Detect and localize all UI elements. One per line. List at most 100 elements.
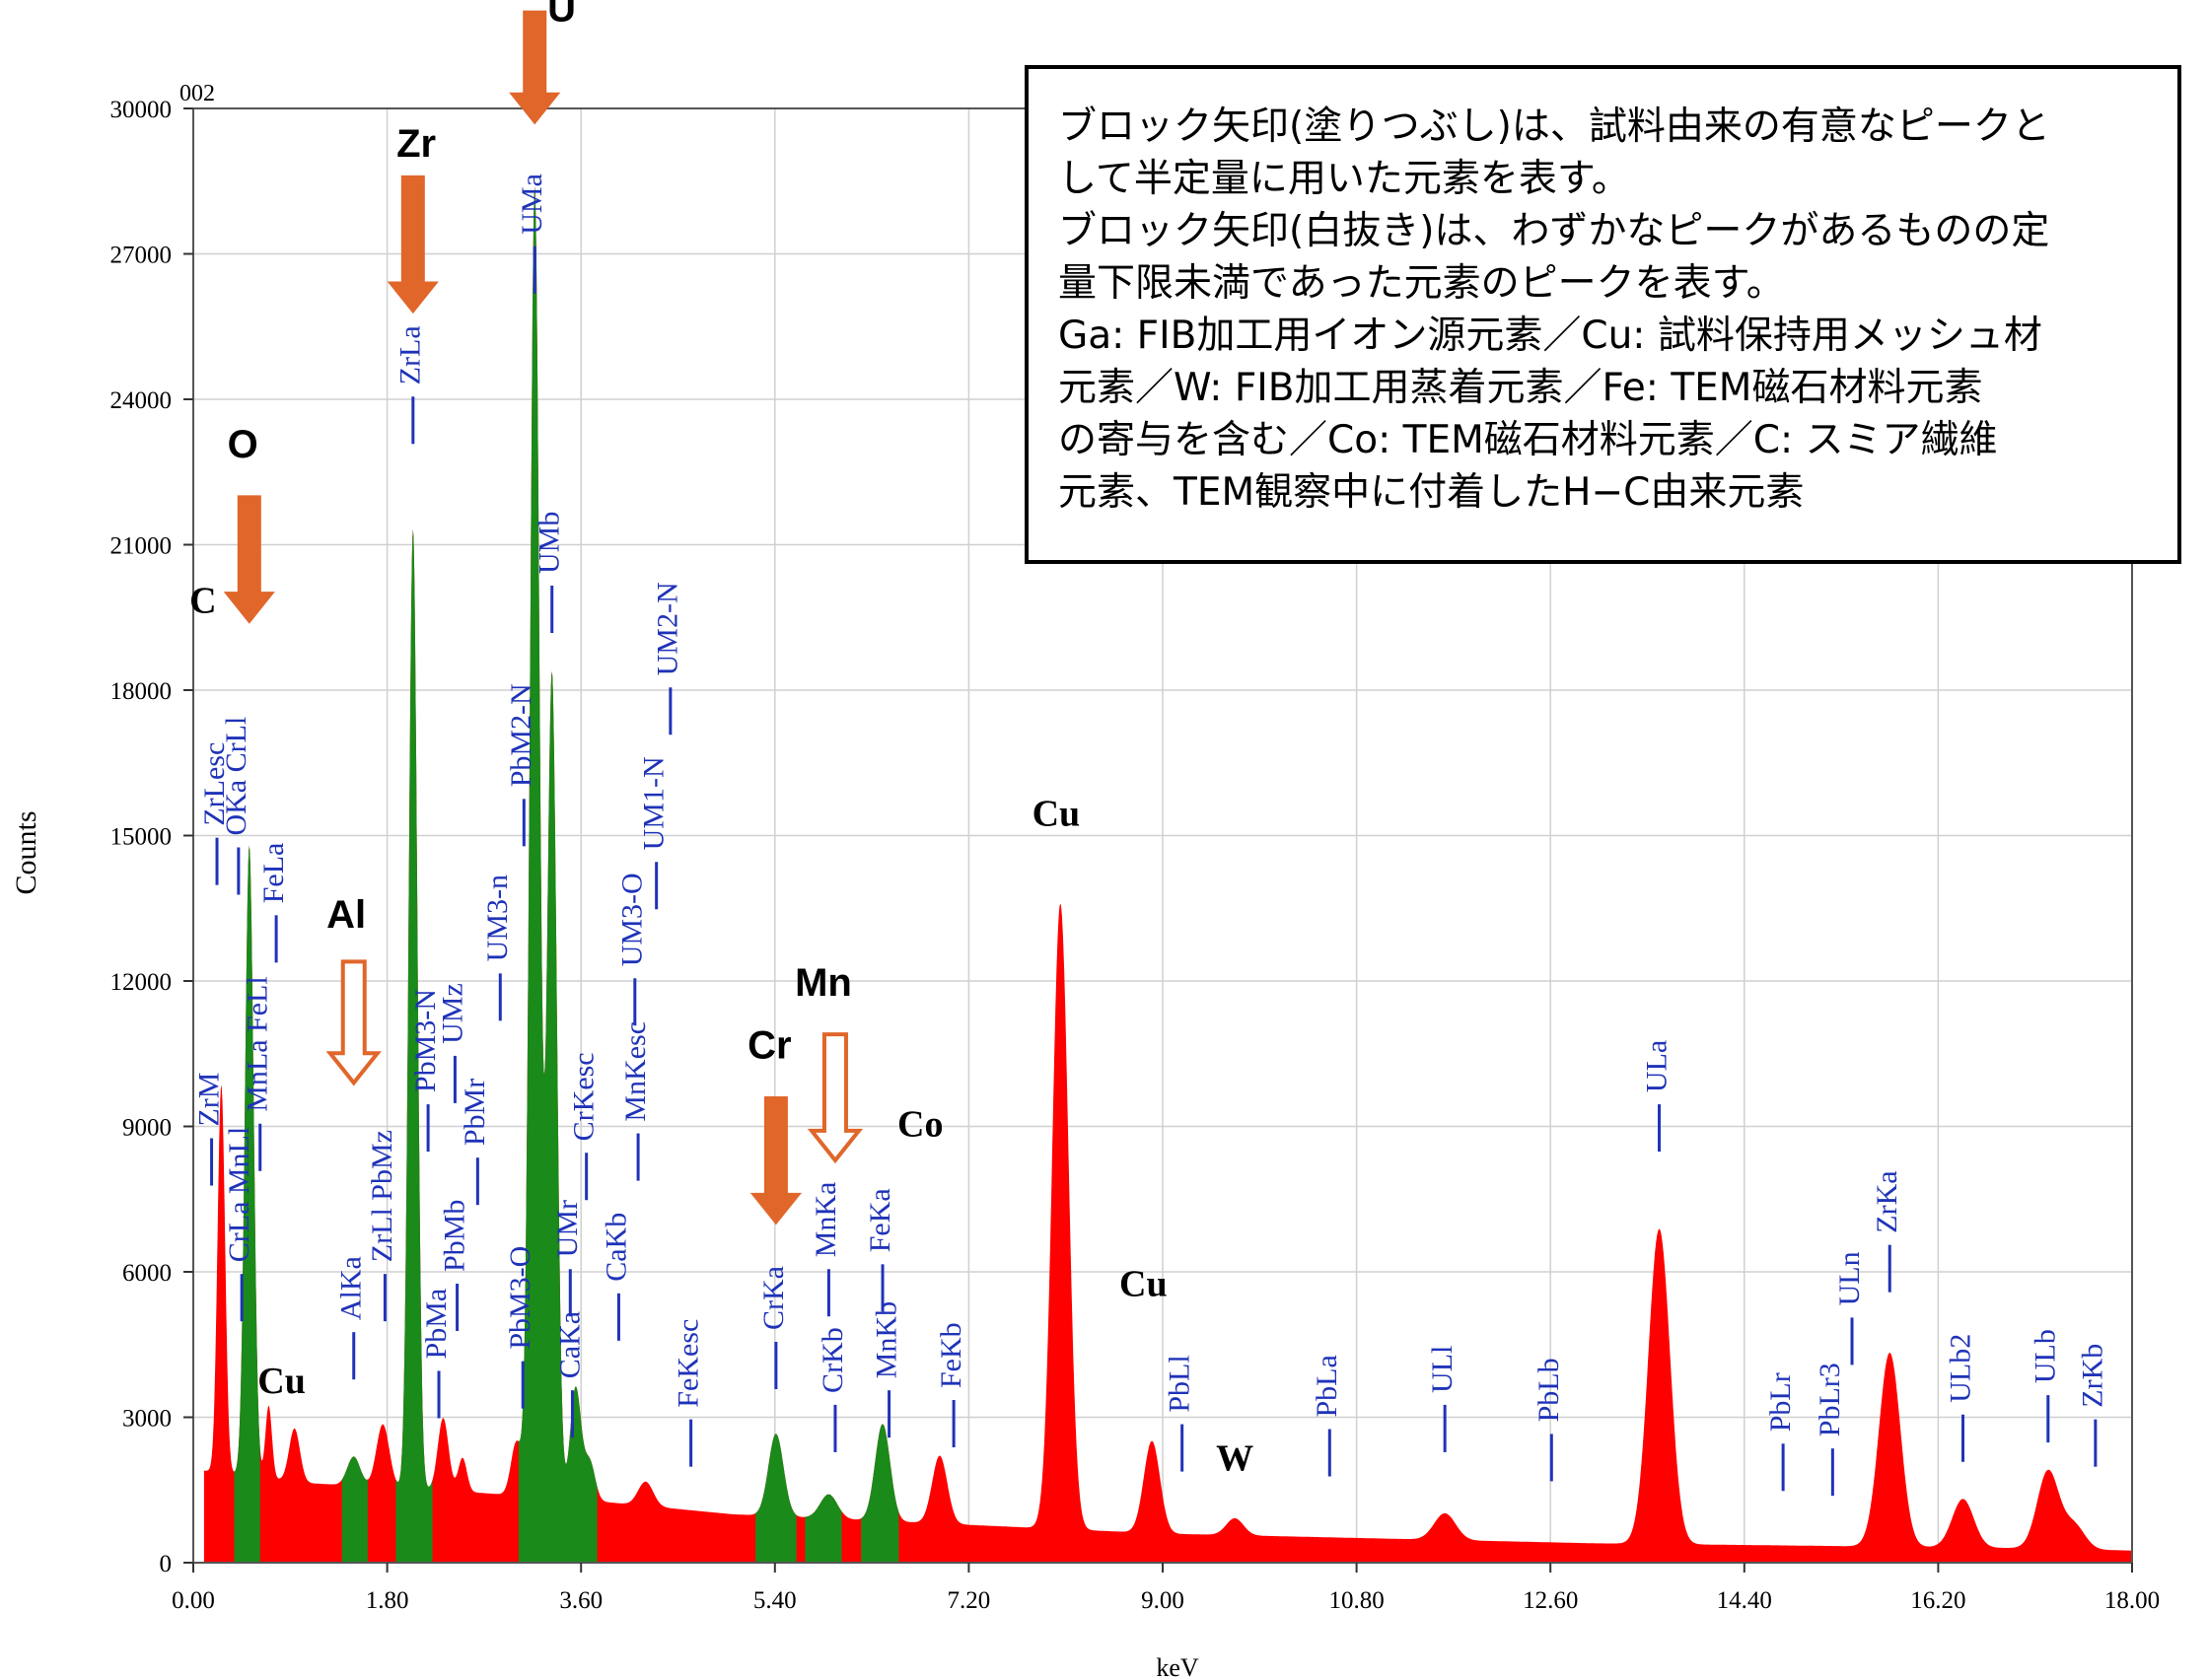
x-tick-label: 0.00 (172, 1587, 215, 1614)
spectrum (203, 185, 2132, 1564)
element-label: C (189, 580, 216, 621)
line-label: UMz (436, 983, 468, 1044)
line-label: UM3-n (481, 875, 514, 961)
y-tick-label: 21000 (110, 533, 173, 560)
quantified-peak-region (234, 845, 260, 1563)
note-line: して半定量に用いた元素を表す。 (1058, 157, 1630, 201)
line-label: UM3-O (616, 873, 649, 966)
element-label: Zr (396, 122, 436, 166)
y-tick-label: 9000 (122, 1115, 172, 1142)
y-axis-label: Counts (10, 810, 42, 894)
x-axis-label: keV (1156, 1653, 1199, 1680)
line-label: UMr (551, 1200, 584, 1257)
line-label: ULa (1640, 1040, 1673, 1092)
hollow-block-arrow (325, 959, 382, 1086)
line-label: MnLa FeLl (242, 976, 274, 1111)
element-label: Cu (1119, 1264, 1168, 1305)
note-line: の寄与を含む／Co: TEM磁石材料元素／C: スミア繊維 (1058, 418, 1998, 462)
y-tick-label: 6000 (122, 1260, 172, 1287)
line-label: ULl (1426, 1346, 1459, 1393)
y-tick-label: 18000 (110, 678, 173, 705)
y-tick-label: 27000 (110, 243, 173, 269)
line-label: PbMb (438, 1200, 470, 1272)
filled-block-arrow (509, 10, 561, 125)
note-line: 元素／W: FIB加工用蒸着元素／Fe: TEM磁石材料元素 (1058, 366, 1983, 410)
x-tick-label: 16.20 (1910, 1587, 1965, 1614)
filled-block-arrow (749, 1096, 802, 1225)
line-label: PbLl (1164, 1355, 1196, 1412)
note-line: ブロック矢印(塗りつぶし)は、試料由来の有意なピークと (1058, 105, 2050, 149)
line-label: UM1-N (638, 756, 671, 850)
quantified-peak-region (518, 185, 598, 1564)
line-label: CrKb (817, 1327, 849, 1393)
note-line: 元素、TEM観察中に付着したH−C由来元素 (1058, 470, 1805, 515)
y-tick-label: 0 (160, 1551, 173, 1577)
y-tick-label: 3000 (122, 1406, 172, 1433)
element-label: Co (897, 1103, 943, 1145)
hollow-block-arrow (807, 1032, 864, 1164)
x-tick-label: 5.40 (753, 1587, 797, 1614)
line-label: MnKb (870, 1301, 902, 1378)
line-label: UMb (534, 512, 566, 574)
x-tick-label: 12.60 (1523, 1587, 1578, 1614)
line-label: UM2-N (652, 582, 684, 675)
element-arrows (223, 10, 864, 1225)
legend-note-box: ブロック矢印(塗りつぶし)は、試料由来の有意なピークと して半定量に用いた元素を… (1025, 65, 2181, 564)
line-label: UMa (516, 174, 548, 235)
line-label: PbM3-O (504, 1246, 536, 1350)
line-label: CrLa MnLl (223, 1127, 255, 1262)
line-label: FeKb (935, 1322, 967, 1388)
note-line: ブロック矢印(白抜き)は、わずかなピークがあるものの定 (1058, 209, 2050, 253)
element-label: U (547, 0, 576, 31)
line-label: CaKa (553, 1311, 586, 1378)
line-label: ULn (1833, 1251, 1866, 1305)
line-label: PbLr (1764, 1372, 1797, 1432)
line-label: ZrLl PbMz (366, 1130, 398, 1262)
element-label: Cu (257, 1361, 306, 1402)
x-tick-label: 18.00 (2104, 1587, 2160, 1614)
line-label: ULb2 (1944, 1334, 1976, 1403)
note-line: Ga: FIB加工用イオン源元素／Cu: 試料保持用メッシュ材 (1058, 314, 2042, 358)
line-label: OKa CrLl (220, 717, 252, 836)
line-label: ZrKb (2077, 1344, 2109, 1408)
y-tick-label: 30000 (110, 97, 173, 123)
line-label: MnKesc (619, 1021, 652, 1122)
element-label: Mn (795, 961, 852, 1005)
quantified-peak-region (805, 1494, 842, 1563)
line-label: CaKb (600, 1213, 632, 1282)
quantified-peak-region (755, 1434, 797, 1563)
line-label: CrKa (757, 1266, 790, 1330)
quantified-peak-region (861, 1424, 899, 1563)
x-tick-label: 1.80 (366, 1587, 409, 1614)
element-label: Al (326, 893, 366, 937)
y-tick-label: 24000 (110, 387, 173, 414)
element-label: Cr (748, 1024, 791, 1068)
line-label: FeKesc (672, 1319, 704, 1408)
line-label: ZrLa (394, 325, 427, 385)
quantified-peak-region (341, 1456, 368, 1563)
x-tick-label: 7.20 (948, 1587, 991, 1614)
line-label: PbM3-N (409, 989, 442, 1092)
line-label: PbMr (459, 1079, 491, 1146)
line-label: ZrKa (1871, 1170, 1903, 1232)
line-label: PbLr3 (1814, 1363, 1846, 1436)
panel-label: 002 (179, 81, 215, 106)
x-tick-label: 3.60 (559, 1587, 603, 1614)
quantified-peak-region (395, 528, 433, 1563)
line-label: PbM2-N (505, 683, 537, 787)
y-tick-label: 15000 (110, 824, 173, 851)
line-label: CrKesc (568, 1052, 601, 1141)
line-label: PbLa (1311, 1355, 1343, 1417)
line-label: ZrLesc (198, 742, 231, 826)
element-label: W (1216, 1438, 1253, 1480)
x-tick-label: 9.00 (1141, 1587, 1184, 1614)
line-label: PbLb (1532, 1358, 1565, 1422)
filled-block-arrow (223, 495, 275, 624)
line-label: AlKa (335, 1256, 368, 1320)
y-tick-label: 12000 (110, 969, 173, 996)
x-tick-label: 14.40 (1717, 1587, 1772, 1614)
element-label: O (228, 423, 258, 466)
line-label: PbMa (420, 1289, 453, 1360)
